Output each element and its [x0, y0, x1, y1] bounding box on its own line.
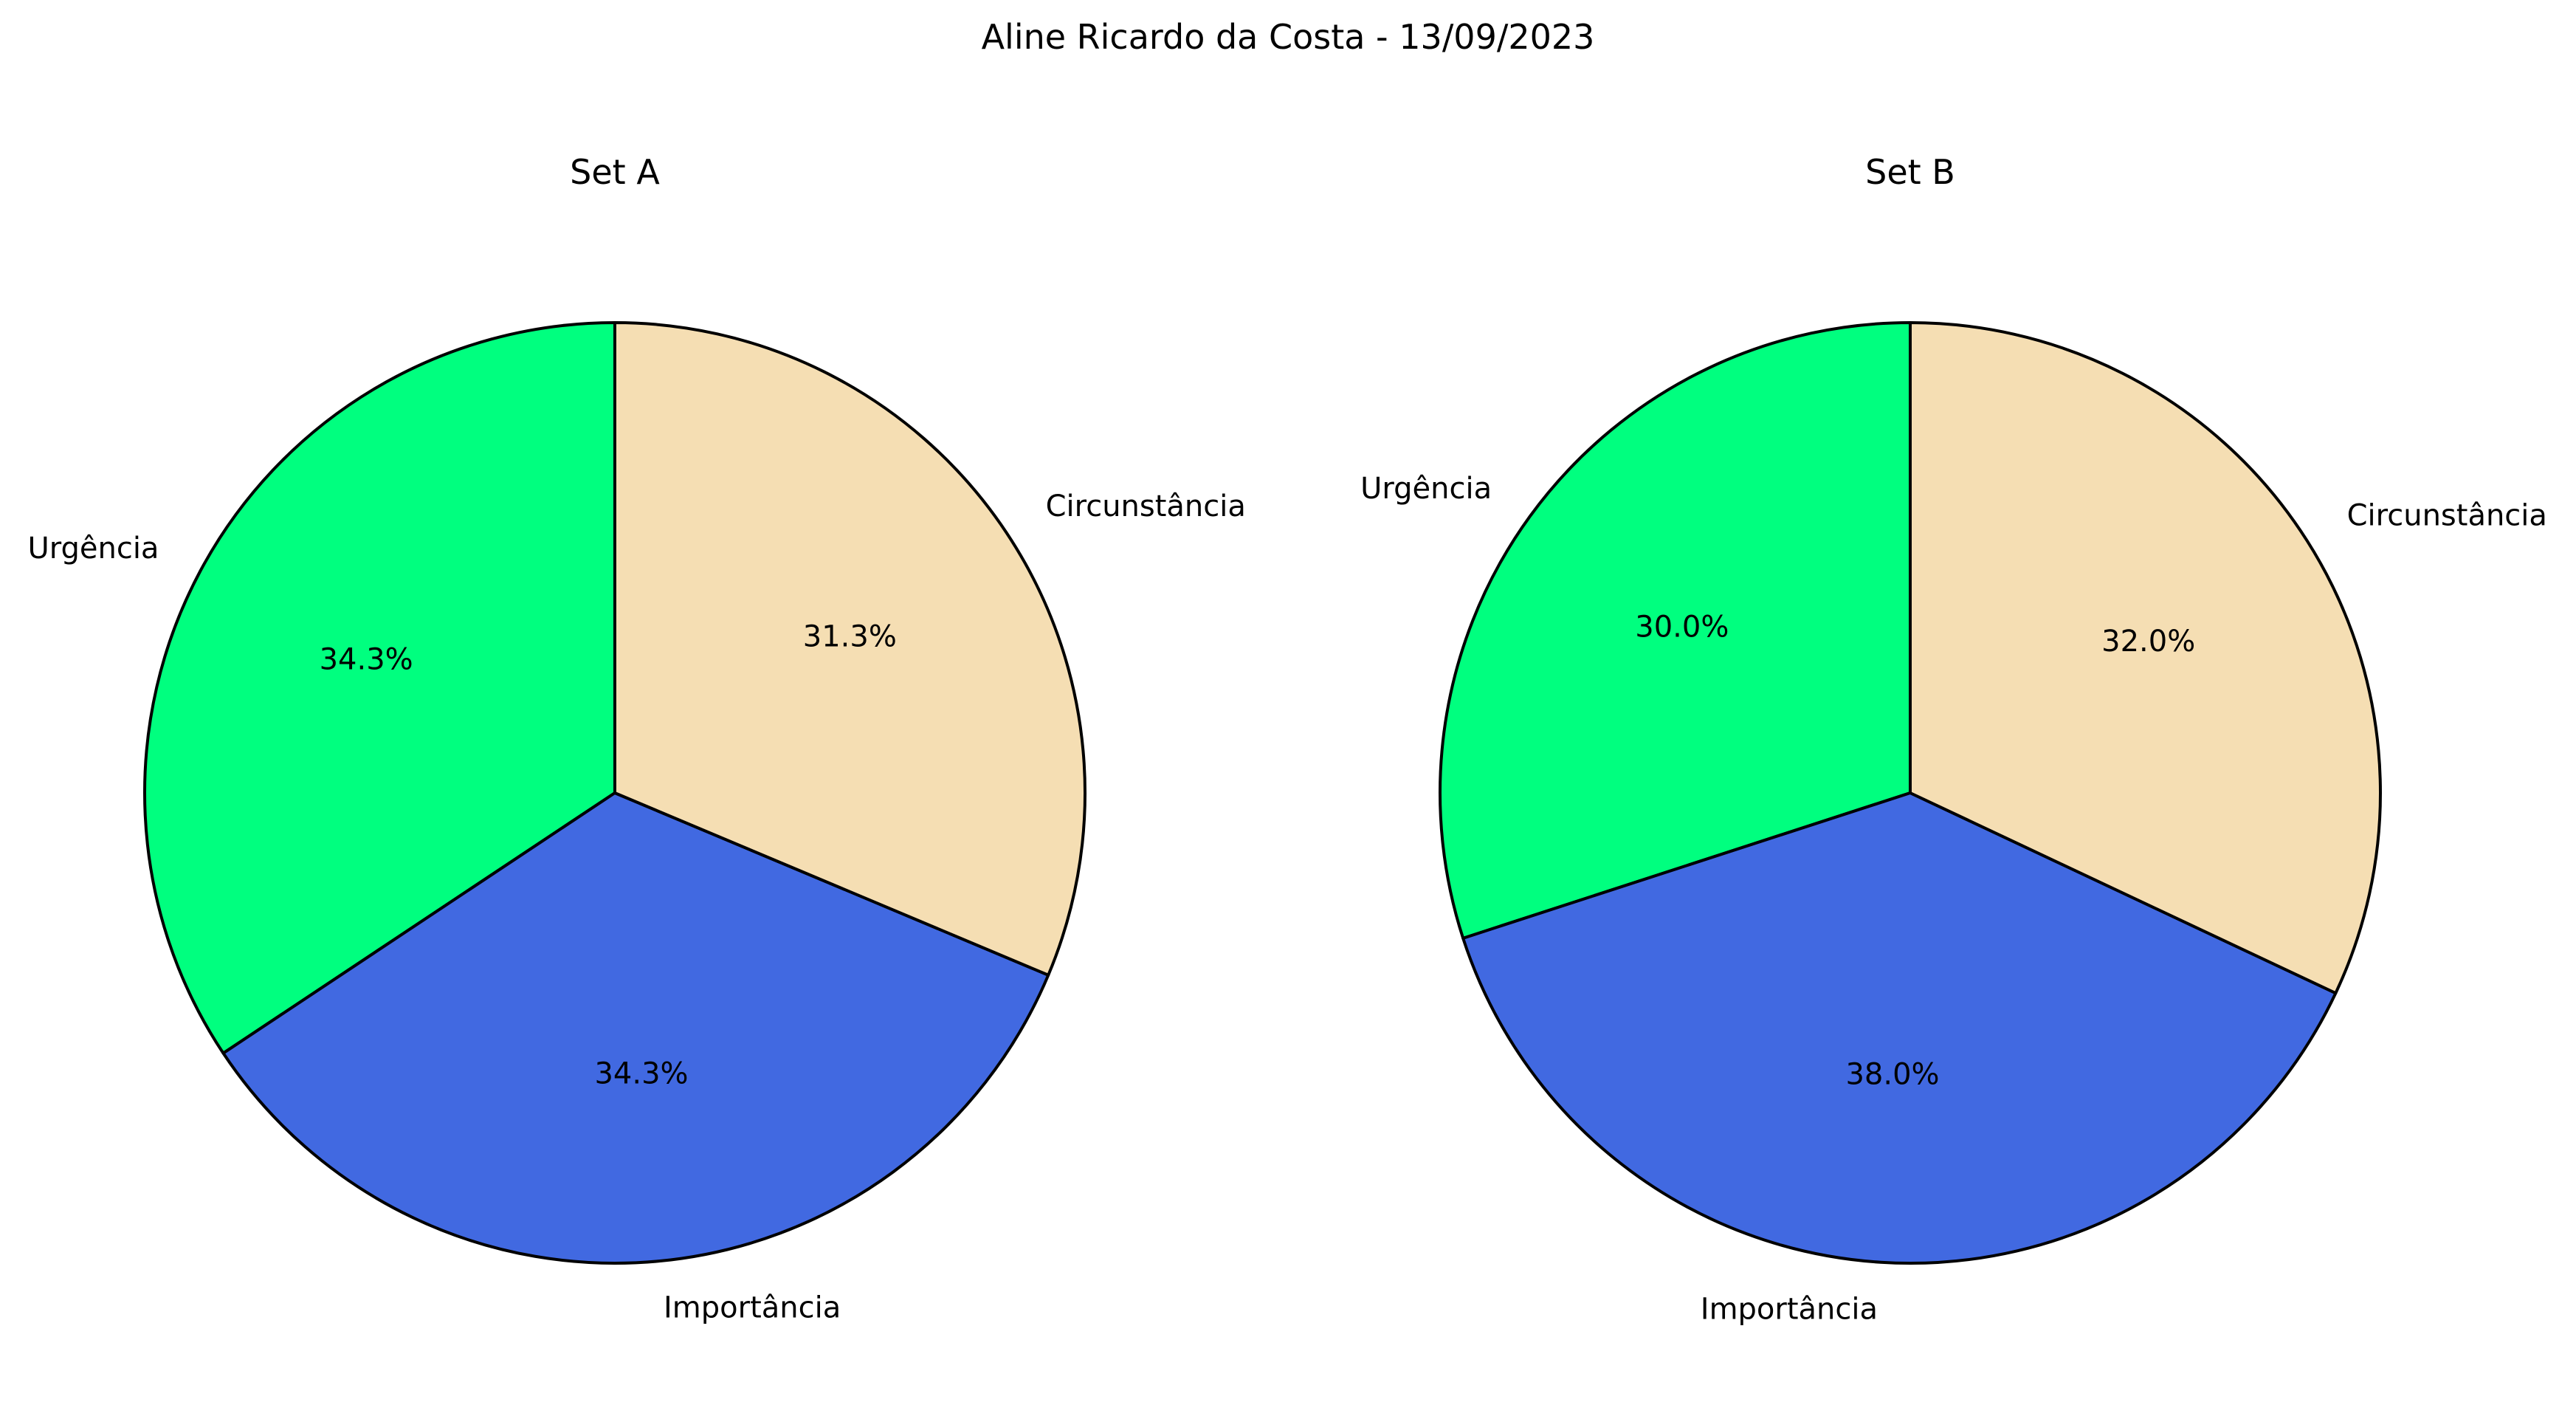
chart-title-set-b: Set B	[1865, 152, 1955, 192]
category-label-importancia-set-a: Importância	[664, 1291, 841, 1325]
percent-label-urgencia-set-b: 30.0%	[1635, 610, 1729, 644]
pie-slice-importancia-set-b	[1461, 791, 2338, 1265]
figure-title: Aline Ricardo da Costa - 13/09/2023	[982, 17, 1595, 57]
pie-chart-set-a: Set A Urgência 34.3% Importância 34.3% Circu…	[27, 152, 1245, 1325]
percent-label-importancia-set-a: 34.3%	[594, 1057, 688, 1091]
chart-title-set-a: Set A	[570, 152, 660, 192]
percent-label-importancia-set-b: 38.0%	[1845, 1057, 1939, 1091]
pie-slice-circunstancia-set-a	[613, 321, 1086, 977]
category-label-urgencia-set-b: Urgência	[1360, 472, 1492, 506]
pie-slice-importancia-set-a	[221, 791, 1050, 1265]
labels-set-b: Urgência 30.0% Importância 38.0% Circunstânc…	[1360, 472, 2547, 1326]
category-label-importancia-set-b: Importância	[1701, 1292, 1878, 1326]
slices-set-b	[1439, 321, 2382, 1265]
category-label-circunstancia-set-b: Circunstância	[2347, 499, 2547, 533]
labels-set-a: Urgência 34.3% Importância 34.3% Circunstânc…	[27, 489, 1245, 1324]
pie-slice-circunstancia-set-b	[1909, 321, 2382, 995]
pie-slice-urgencia-set-b	[1439, 321, 1912, 940]
percent-label-circunstancia-set-a: 31.3%	[803, 619, 897, 653]
category-label-urgencia-set-a: Urgência	[27, 532, 159, 566]
category-label-circunstancia-set-a: Circunstância	[1046, 489, 1246, 523]
slices-set-a	[143, 321, 1086, 1265]
percent-label-circunstancia-set-b: 32.0%	[2101, 625, 2195, 659]
percent-label-urgencia-set-a: 34.3%	[320, 642, 413, 676]
pie-chart-set-b: Set B Urgência 30.0% Importância 38.0% Circu…	[1360, 152, 2547, 1326]
